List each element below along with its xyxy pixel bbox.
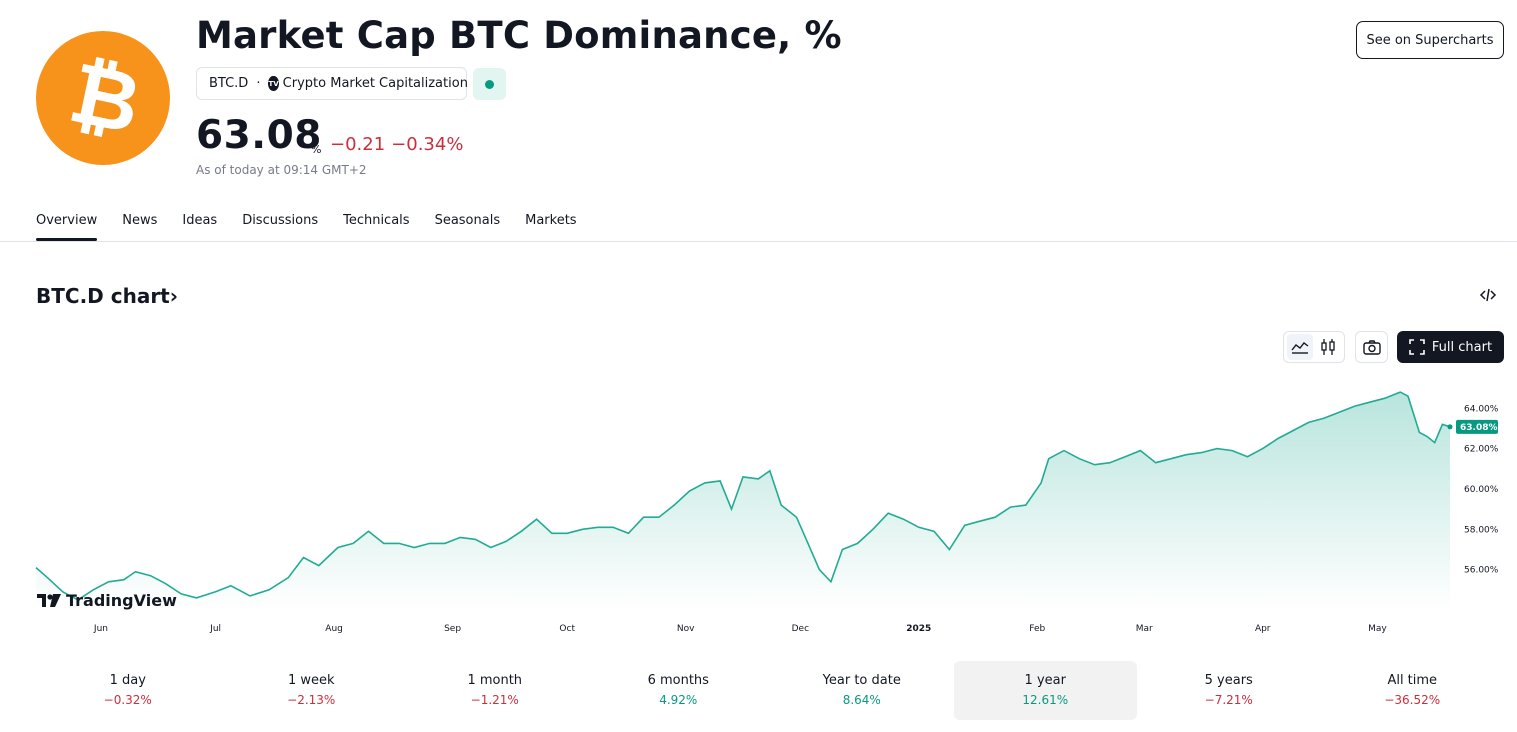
code-icon[interactable] <box>1478 287 1498 305</box>
ticker-symbol: BTC.D <box>209 76 249 91</box>
area-chart-icon[interactable] <box>1287 334 1313 360</box>
period-label: Year to date <box>822 673 901 688</box>
period-value: 12.61% <box>1022 693 1069 707</box>
x-tick-label: Dec <box>792 624 809 634</box>
bitcoin-logo: ₿ <box>36 31 170 165</box>
tradingview-brand[interactable]: TradingView <box>37 591 177 610</box>
tab-seasonals[interactable]: Seasonals <box>434 213 501 228</box>
last-price-dot <box>1447 424 1453 430</box>
x-tick-label: Apr <box>1255 624 1271 634</box>
as-of-timestamp: As of today at 09:14 GMT+2 <box>196 163 367 177</box>
period-1-day[interactable]: 1 day −0.32% <box>36 661 220 720</box>
x-tick-label: Aug <box>325 624 343 634</box>
period-label: 1 day <box>109 673 146 688</box>
x-tick-label: Mar <box>1136 624 1153 634</box>
period-value: −0.32% <box>103 693 152 707</box>
period-label: 1 week <box>287 673 335 688</box>
period-label: 1 month <box>467 673 523 688</box>
x-tick-label: Jul <box>209 624 221 634</box>
last-price-label: 63.08% <box>1456 419 1498 434</box>
price-change-pct: −0.34% <box>391 134 464 155</box>
tab-news[interactable]: News <box>122 213 158 228</box>
y-tick-label: 64.00% <box>1464 404 1499 414</box>
btc-dominance-chart[interactable]: 64.00% 62.00% 60.00% 58.00% 56.00% Jun Jul Aug… <box>0 370 1517 640</box>
see-on-supercharts-button[interactable]: See on Supercharts <box>1356 21 1504 59</box>
y-tick-label: 60.00% <box>1464 485 1499 495</box>
camera-icon[interactable] <box>1355 331 1388 363</box>
y-tick-label: 58.00% <box>1464 525 1499 535</box>
x-tick-label: May <box>1368 624 1387 634</box>
price-value: 63.08 <box>196 113 322 158</box>
tab-divider <box>0 241 1517 242</box>
tab-markets[interactable]: Markets <box>525 213 577 228</box>
x-tick-label: Feb <box>1029 624 1045 634</box>
period-1-month[interactable]: 1 month −1.21% <box>403 661 587 720</box>
market-open-dot-icon <box>485 79 494 89</box>
candlestick-icon[interactable] <box>1315 334 1341 360</box>
price-unit: % <box>311 143 322 156</box>
tradingview-logo-icon <box>37 594 61 607</box>
tab-technicals[interactable]: Technicals <box>343 213 410 228</box>
chart-heading-text: BTC.D chart <box>36 284 170 308</box>
period-1-year[interactable]: 1 year 12.61% <box>953 661 1137 720</box>
price-change-abs: −0.21 <box>330 134 386 155</box>
period-value: 8.64% <box>842 693 881 707</box>
period-value: −36.52% <box>1384 693 1441 707</box>
tab-ideas[interactable]: Ideas <box>182 213 218 228</box>
x-tick-label: 2025 <box>906 624 931 634</box>
full-chart-label: Full chart <box>1431 339 1493 355</box>
x-tick-label: Nov <box>677 624 695 634</box>
page-title: Market Cap BTC Dominance, % <box>196 14 842 57</box>
full-chart-button[interactable]: Full chart <box>1397 331 1504 363</box>
x-tick-label: Sep <box>444 624 461 634</box>
chart-heading-link[interactable]: BTC.D chart› <box>36 284 178 308</box>
market-status-chip[interactable] <box>473 68 506 100</box>
period-1-week[interactable]: 1 week −2.13% <box>220 661 404 720</box>
period-label: All time <box>1387 673 1438 688</box>
ticker-separator: · <box>256 76 261 91</box>
ticker-chip[interactable]: BTC.D · TV Crypto Market Capitalization <box>196 67 468 100</box>
fullscreen-icon <box>1409 339 1425 355</box>
period-value: −7.21% <box>1204 693 1253 707</box>
period-label: 6 months <box>647 673 709 688</box>
tradingview-icon: TV <box>268 76 279 91</box>
period-all-time[interactable]: All time −36.52% <box>1321 661 1505 720</box>
period-value: −1.21% <box>470 693 519 707</box>
x-tick-label: Oct <box>559 624 575 634</box>
period-value: −2.13% <box>287 693 336 707</box>
tab-bar: Overview News Ideas Discussions Technica… <box>36 213 602 242</box>
tradingview-brand-text: TradingView <box>66 591 177 610</box>
tab-discussions[interactable]: Discussions <box>242 213 319 228</box>
price-change: −0.21 −0.34% <box>330 134 463 155</box>
period-year-to-date[interactable]: Year to date 8.64% <box>770 661 954 720</box>
x-axis: Jun Jul Aug Sep Oct Nov Dec 2025 Feb Mar Apr May <box>93 624 1387 634</box>
chevron-right-icon: › <box>169 284 178 308</box>
svg-text:63.08%: 63.08% <box>1460 423 1498 433</box>
y-tick-label: 62.00% <box>1464 445 1499 455</box>
period-label: 1 year <box>1024 673 1066 688</box>
period-5-years[interactable]: 5 years −7.21% <box>1137 661 1321 720</box>
y-axis: 64.00% 62.00% 60.00% 58.00% 56.00% <box>1464 404 1499 575</box>
chart-series-line <box>35 391 1451 601</box>
chart-style-toggle <box>1283 331 1345 363</box>
period-label: 5 years <box>1204 673 1253 688</box>
period-value: 4.92% <box>659 693 698 707</box>
period-6-months[interactable]: 6 months 4.92% <box>587 661 771 720</box>
y-tick-label: 56.00% <box>1464 566 1499 576</box>
bitcoin-symbol: ₿ <box>61 42 149 154</box>
performance-periods: 1 day −0.32% 1 week −2.13% 1 month −1.21% 6… <box>36 661 1504 720</box>
ticker-source: Crypto Market Capitalization <box>282 76 468 91</box>
x-tick-label: Jun <box>93 624 108 634</box>
chart-area-fill <box>36 392 1450 610</box>
tab-overview[interactable]: Overview <box>36 213 98 242</box>
